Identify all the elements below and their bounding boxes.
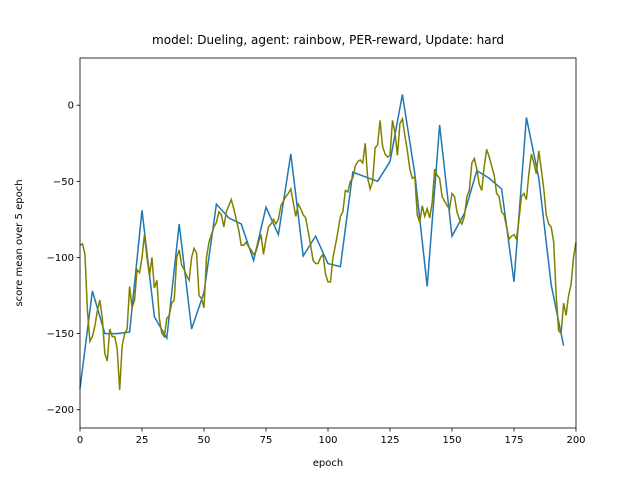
x-tick-label: 175 — [504, 435, 523, 446]
x-tick-label: 125 — [380, 435, 399, 446]
x-tick-label: 0 — [77, 435, 83, 446]
y-tick-label: −100 — [47, 253, 74, 264]
y-tick-label: −200 — [47, 405, 74, 416]
x-tick-label: 50 — [198, 435, 211, 446]
x-axis-label: epoch — [313, 458, 343, 469]
y-tick-label: −150 — [47, 329, 74, 340]
x-tick-label: 200 — [566, 435, 585, 446]
x-tick-label: 100 — [318, 435, 337, 446]
x-tick-label: 75 — [260, 435, 273, 446]
series-line — [79, 116, 577, 390]
x-tick-label: 150 — [442, 435, 461, 446]
plot-area — [79, 94, 577, 390]
y-axis-label: score mean over 5 epoch — [14, 179, 25, 306]
y-tick-label: −50 — [53, 177, 74, 188]
y-tick-label: 0 — [68, 101, 74, 112]
chart-title: model: Dueling, agent: rainbow, PER-rewa… — [152, 33, 504, 47]
x-tick-label: 25 — [136, 435, 149, 446]
